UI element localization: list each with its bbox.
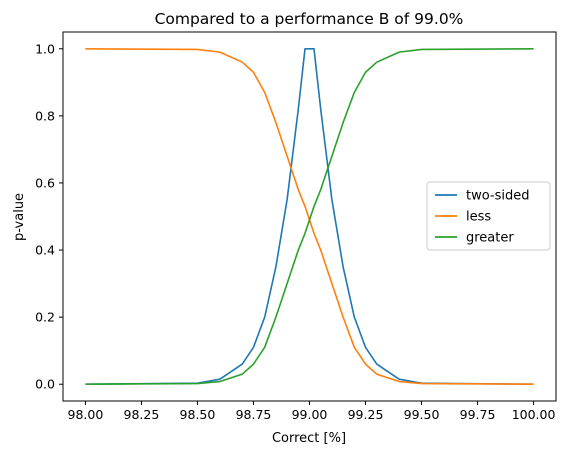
legend-box bbox=[426, 181, 551, 251]
x-tick-label: 98.00 bbox=[68, 407, 104, 422]
legend-label-two-sided: two-sided bbox=[466, 189, 530, 204]
x-tick-label: 98.25 bbox=[124, 407, 160, 422]
legend-label-greater: greater bbox=[466, 231, 514, 246]
series-layer bbox=[85, 47, 534, 386]
y-tick-label: 0.2 bbox=[35, 310, 55, 325]
y-tick-label: 0.6 bbox=[35, 175, 55, 190]
x-axis-label: Correct [%] bbox=[272, 431, 346, 446]
chart-title: Compared to a performance B of 99.0% bbox=[155, 10, 464, 28]
y-tick-label: 0.8 bbox=[35, 108, 55, 123]
y-tick-label: 0.4 bbox=[35, 243, 55, 258]
legend-label-less: less bbox=[466, 210, 491, 225]
y-tick-label: 1.0 bbox=[35, 41, 55, 56]
x-tick-label: 99.25 bbox=[348, 407, 384, 422]
x-axis-ticks: 98.00 98.25 98.50 98.75 99.00 99.25 99.50 99.75… bbox=[68, 401, 556, 422]
series-line-two-sided bbox=[85, 47, 534, 386]
series-line-greater bbox=[85, 47, 534, 386]
y-tick-label: 0.0 bbox=[35, 377, 55, 392]
x-tick-label: 99.00 bbox=[292, 407, 328, 422]
x-tick-label: 98.75 bbox=[236, 407, 272, 422]
legend: two-sided less greater bbox=[426, 181, 551, 251]
x-tick-label: 100.00 bbox=[512, 407, 556, 422]
y-axis-ticks: 0.0 0.2 0.4 0.6 0.8 1.0 bbox=[35, 41, 63, 392]
x-tick-label: 98.50 bbox=[180, 407, 216, 422]
x-tick-label: 99.75 bbox=[460, 407, 496, 422]
x-tick-label: 99.50 bbox=[404, 407, 440, 422]
y-axis-label: p-value bbox=[12, 193, 27, 241]
